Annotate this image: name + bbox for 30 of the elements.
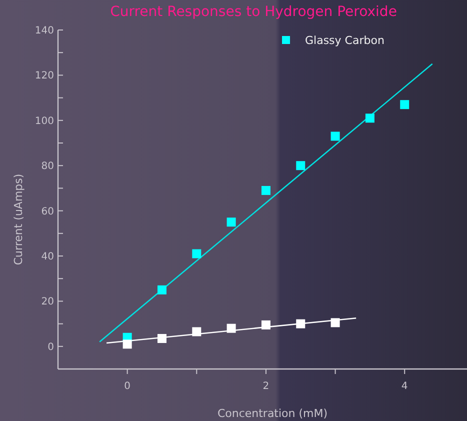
point bbox=[157, 285, 166, 294]
y-tick-label: 120 bbox=[34, 70, 54, 82]
x-tick-label: 2 bbox=[262, 381, 270, 392]
x-tick-label: 0 bbox=[124, 381, 131, 392]
y-tick-label: 140 bbox=[34, 26, 54, 36]
y-tick-label: 40 bbox=[41, 252, 54, 262]
point bbox=[400, 100, 410, 110]
point bbox=[330, 318, 340, 328]
point bbox=[226, 218, 236, 227]
point bbox=[261, 186, 270, 195]
point bbox=[192, 249, 202, 258]
y-tick-label: 80 bbox=[41, 161, 54, 172]
point bbox=[261, 320, 270, 330]
point bbox=[226, 324, 236, 333]
legend-label: Glassy Carbon bbox=[305, 34, 384, 47]
chart-title: Current Responses to Hydrogen Peroxide bbox=[110, 4, 397, 20]
y-tick-label: 20 bbox=[41, 296, 54, 308]
y-tick-label: 100 bbox=[34, 116, 54, 127]
point bbox=[296, 319, 306, 328]
point bbox=[365, 114, 374, 123]
x-axis-title: Concentration (mM) bbox=[217, 407, 328, 420]
point bbox=[157, 334, 166, 343]
y-axis-title: Current (uAmps) bbox=[12, 174, 25, 266]
point bbox=[330, 132, 340, 141]
x-tick-label: 4 bbox=[401, 381, 408, 392]
point bbox=[122, 340, 132, 349]
y-tick-label: 0 bbox=[48, 342, 54, 353]
point bbox=[192, 327, 202, 336]
point bbox=[296, 161, 306, 170]
y-tick-label: 60 bbox=[41, 206, 54, 218]
